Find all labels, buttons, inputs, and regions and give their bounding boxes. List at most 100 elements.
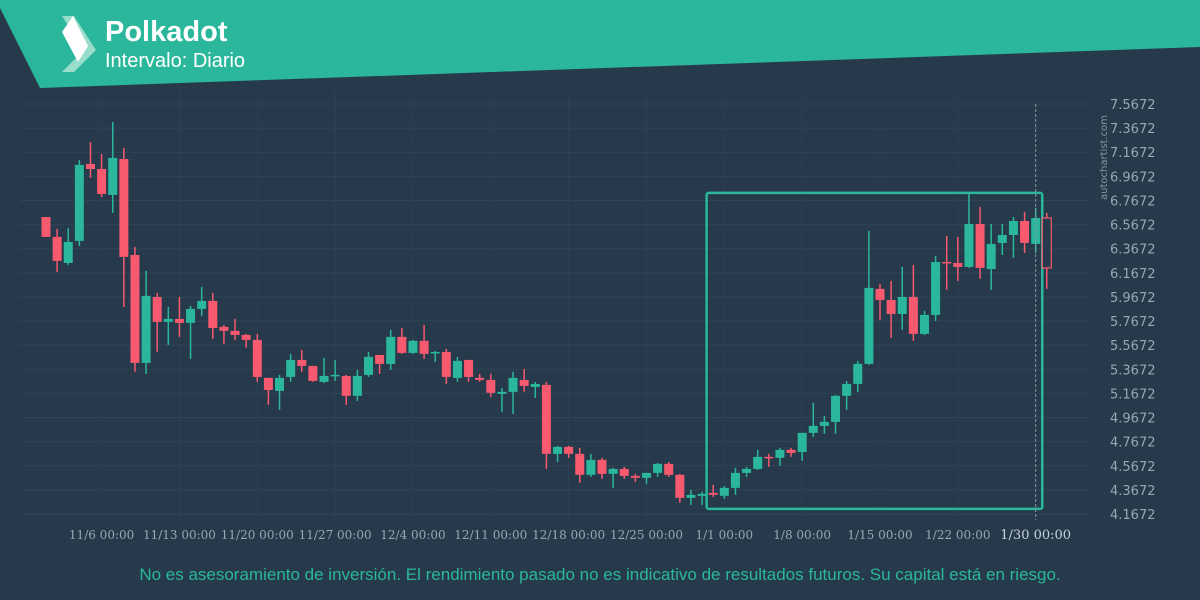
- candle-body: [964, 224, 974, 267]
- candle-body: [85, 163, 95, 170]
- candle: [63, 227, 73, 265]
- candle-body: [275, 377, 285, 391]
- candle-body: [208, 300, 218, 328]
- y-tick-label: 4.9672: [1110, 412, 1156, 427]
- candle: [775, 447, 785, 466]
- candle: [408, 339, 418, 354]
- x-tick-label: 11/6 00:00: [69, 528, 134, 542]
- candle-body: [363, 356, 373, 375]
- candle-body: [708, 492, 718, 495]
- candle: [641, 472, 651, 484]
- candle: [553, 445, 563, 462]
- candle-body: [152, 296, 162, 322]
- y-tick-label: 6.9672: [1110, 170, 1156, 185]
- candle: [497, 387, 507, 412]
- candle: [764, 453, 774, 467]
- candle-body: [186, 308, 196, 323]
- pattern-rectangle: [705, 191, 1044, 511]
- candle-body: [931, 261, 941, 315]
- candle: [953, 236, 963, 281]
- candle: [919, 310, 929, 335]
- y-tick-label: 6.3672: [1110, 243, 1156, 258]
- candle: [352, 369, 362, 401]
- candle-body: [386, 336, 396, 364]
- y-tick-label: 7.1672: [1110, 146, 1156, 161]
- candle-body: [286, 359, 296, 377]
- candle: [263, 377, 273, 405]
- candle-body: [419, 340, 429, 354]
- x-tick-label: 12/18 00:00: [532, 528, 605, 542]
- candle-body: [97, 169, 107, 194]
- candle-body: [319, 375, 329, 382]
- candle: [942, 235, 952, 290]
- candle: [786, 447, 796, 457]
- candle-body: [697, 493, 707, 496]
- candle-body: [352, 375, 362, 396]
- candle-body: [475, 377, 485, 380]
- candle-body: [241, 334, 251, 340]
- candle-body: [519, 379, 529, 386]
- candle-body: [541, 384, 551, 454]
- x-tick-label: 1/8 00:00: [773, 528, 831, 542]
- candle: [130, 246, 140, 372]
- y-tick-label: 5.7672: [1110, 315, 1156, 330]
- candle: [908, 264, 918, 341]
- disclaimer: No es asesoramiento de inversión. El ren…: [139, 565, 1061, 584]
- candle-body: [197, 300, 207, 309]
- candle-body: [819, 421, 829, 426]
- candle: [308, 365, 318, 382]
- candle-body: [619, 468, 629, 476]
- candle: [875, 283, 885, 320]
- candle: [819, 415, 829, 434]
- candle-body: [52, 236, 62, 261]
- candle: [653, 462, 663, 477]
- candle: [575, 447, 585, 483]
- candle-body: [786, 449, 796, 453]
- candle-body: [408, 340, 418, 353]
- candle: [141, 270, 151, 374]
- candle: [441, 348, 451, 384]
- candle-body: [653, 463, 663, 473]
- candle: [508, 371, 518, 414]
- candle-body: [263, 377, 273, 390]
- candle-body: [864, 287, 874, 364]
- candle: [586, 453, 596, 477]
- candle: [108, 121, 118, 213]
- candle-body: [1008, 220, 1018, 235]
- candle: [230, 318, 240, 340]
- candle: [419, 324, 429, 359]
- candle-body: [297, 359, 307, 366]
- candle-body: [842, 383, 852, 396]
- candle-body: [464, 359, 474, 377]
- candle-body: [897, 296, 907, 314]
- x-tick-label: 12/25 00:00: [610, 528, 683, 542]
- y-tick-label: 6.1672: [1110, 267, 1156, 282]
- candle: [986, 224, 996, 290]
- candle: [486, 373, 496, 397]
- candle: [975, 207, 985, 279]
- candle-body: [397, 336, 407, 353]
- y-tick-label: 5.5672: [1110, 339, 1156, 354]
- candle-body: [375, 354, 385, 364]
- candle: [174, 296, 184, 337]
- candle-body: [163, 318, 173, 322]
- candle: [341, 374, 351, 405]
- y-tick-label: 4.1672: [1110, 508, 1156, 523]
- page-title: Polkadot: [105, 16, 228, 48]
- candle-body: [530, 383, 540, 387]
- candle-body: [141, 295, 151, 363]
- candle-body: [564, 446, 574, 454]
- candle: [619, 466, 629, 479]
- candle: [397, 327, 407, 354]
- candle: [297, 349, 307, 372]
- candlestick-chart: 1/30 00:00 7.5672 7.3672 7.1672 6.9672 6.767…: [20, 98, 1156, 543]
- candle-body: [441, 351, 451, 377]
- candle-body: [586, 459, 596, 475]
- candle: [864, 231, 874, 365]
- interval-label: Intervalo: Diario: [105, 50, 246, 72]
- y-tick-label: 7.3672: [1110, 122, 1156, 137]
- candle: [386, 329, 396, 370]
- y-tick-label: 5.3672: [1110, 363, 1156, 378]
- candle-body: [1020, 220, 1030, 243]
- candle: [74, 159, 84, 246]
